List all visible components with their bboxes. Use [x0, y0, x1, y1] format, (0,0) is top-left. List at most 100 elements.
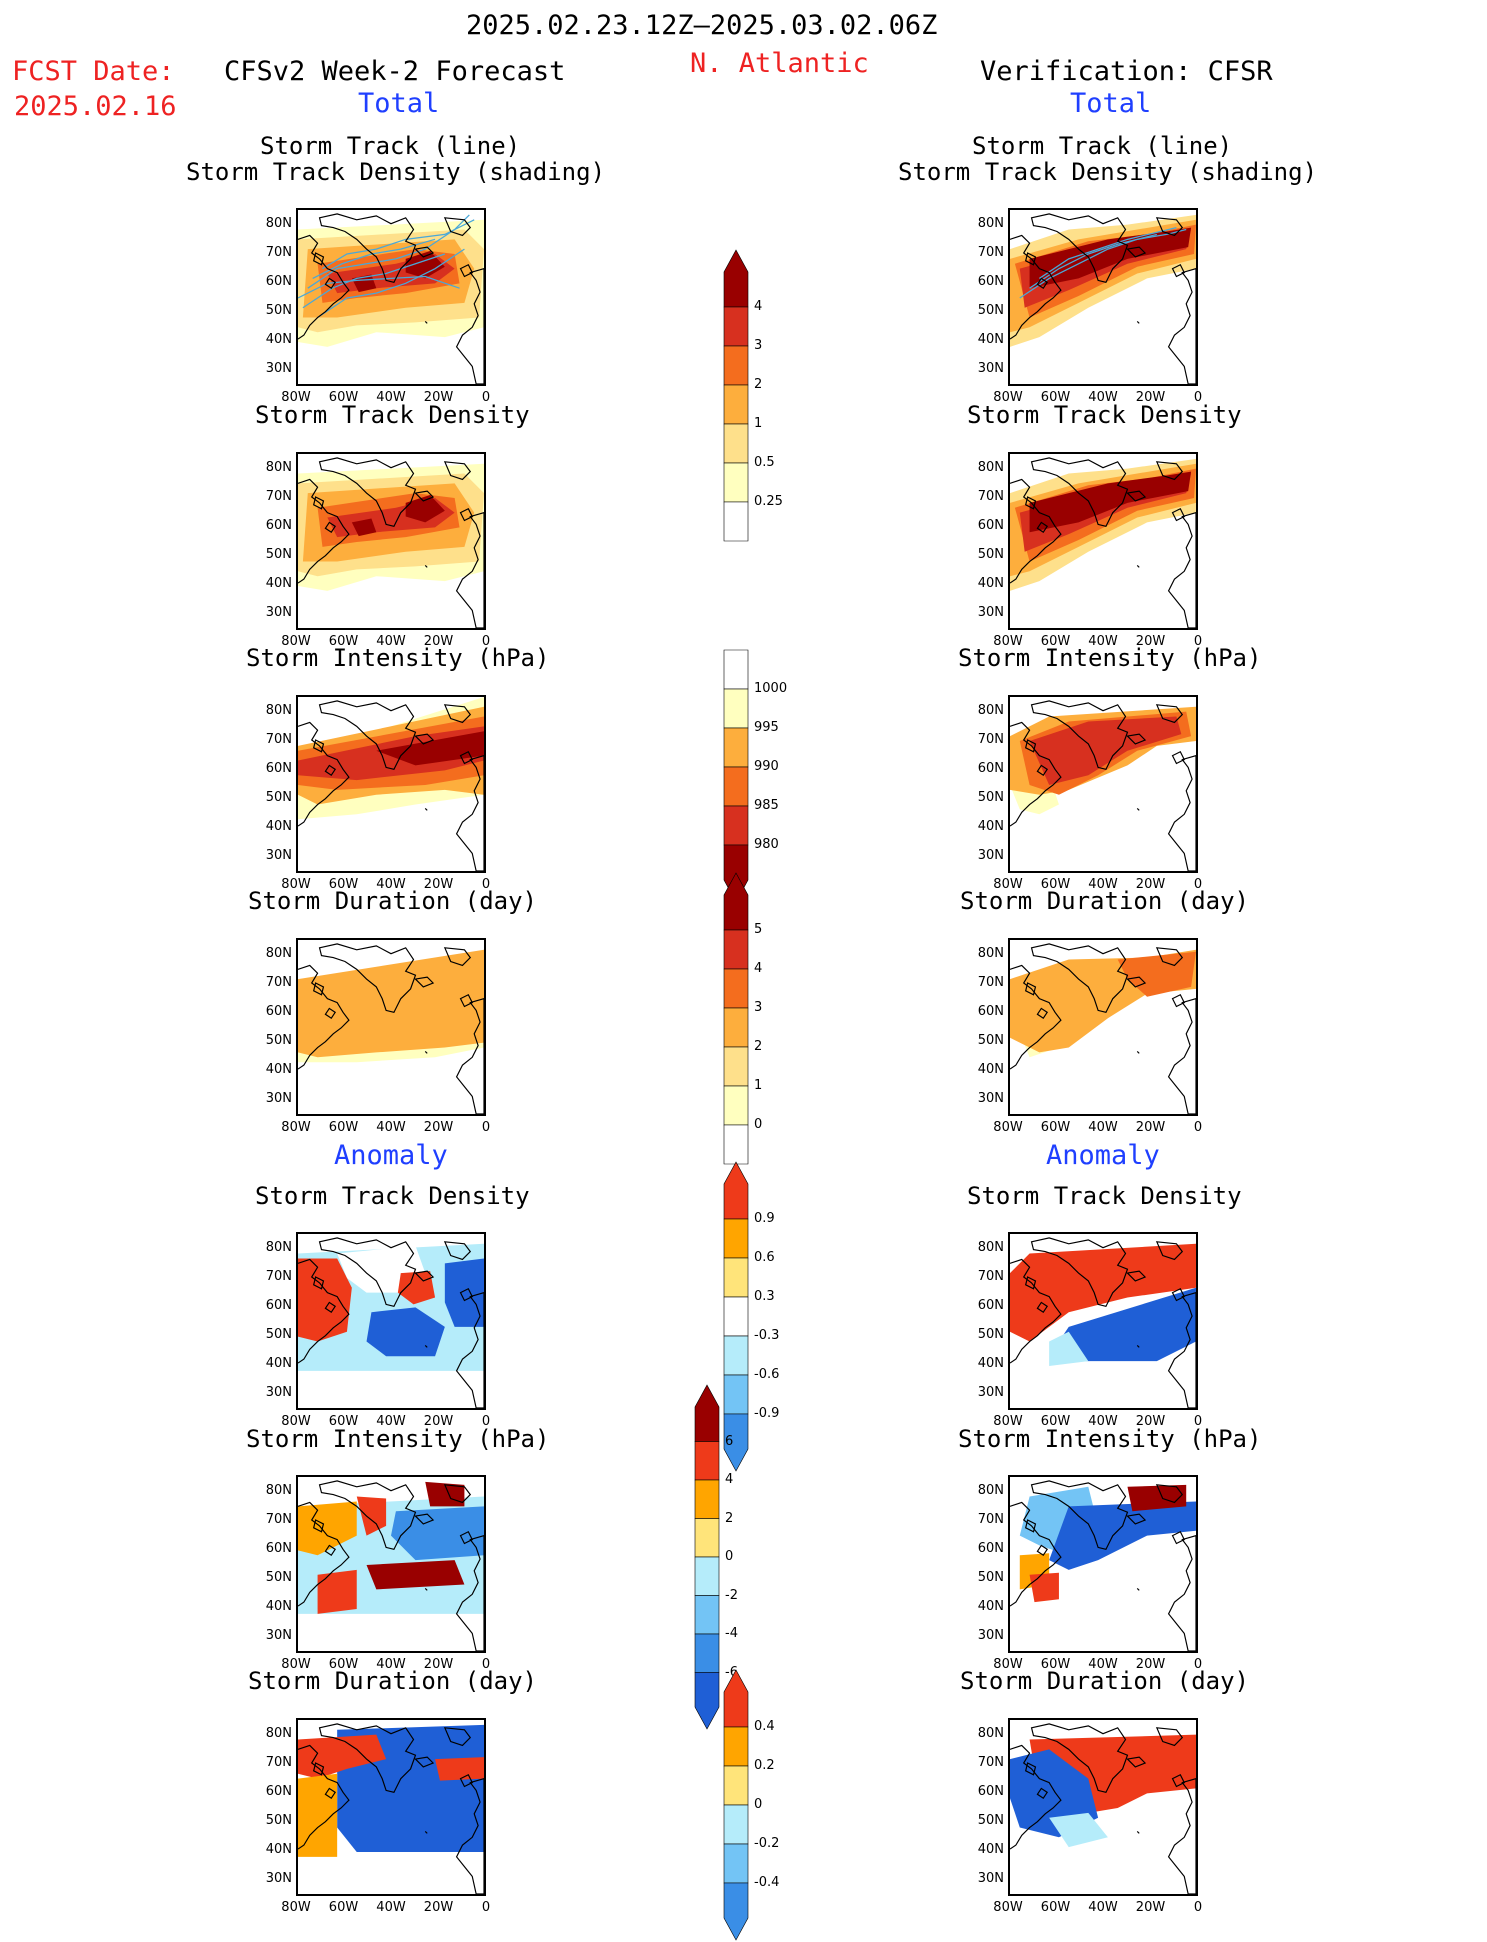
lat-tick-label: 70N — [265, 1512, 292, 1527]
lat-tick-label: 30N — [265, 1628, 292, 1643]
colorbar-density-anom — [723, 1161, 749, 1472]
lon-tick-label: 0 — [481, 877, 491, 892]
lon-tick-label: 80W — [993, 1414, 1023, 1429]
colorbar-tick-label: 2 — [725, 1510, 734, 1526]
colorbar-tick-label: 985 — [754, 798, 779, 813]
lon-tick-label: 20W — [423, 1657, 454, 1672]
colorbar-tick-label: -0.4 — [754, 1875, 780, 1890]
colorbar-tick-label: 0.25 — [754, 494, 783, 509]
lon-tick-label: 80W — [281, 634, 311, 649]
lon-tick-label: 60W — [328, 877, 359, 892]
colorbar-duration — [723, 872, 749, 1165]
verification-title: Verification: CFSR — [980, 56, 1273, 87]
lon-tick-label: 80W — [281, 1414, 311, 1429]
colorbar-tick-label: -0.9 — [754, 1406, 780, 1421]
anomaly-label-right: Anomaly — [1046, 1140, 1160, 1171]
total-label-left: Total — [358, 88, 440, 119]
colorbar-tick-label: 0.9 — [754, 1211, 775, 1226]
lon-tick-label: 80W — [281, 1120, 311, 1135]
lat-tick-label: 40N — [977, 819, 1004, 834]
lat-tick-label: 50N — [977, 1813, 1004, 1828]
map-density-anom-right — [1008, 1232, 1198, 1410]
lat-tick-label: 30N — [977, 848, 1004, 863]
lon-tick-label: 80W — [993, 1120, 1023, 1135]
lon-tick-label: 0 — [1193, 877, 1203, 892]
lon-tick-label: 40W — [1088, 1414, 1118, 1429]
map-intensity-left — [296, 695, 486, 873]
lon-tick-label: 80W — [281, 1900, 311, 1915]
lon-tick-label: 60W — [1040, 1414, 1071, 1429]
lat-tick-label: 60N — [977, 518, 1004, 533]
lat-tick-label: 70N — [265, 245, 292, 260]
colorbar-tick-label: -0.6 — [754, 1367, 780, 1382]
lon-tick-label: 40W — [376, 390, 406, 405]
lon-tick-label: 20W — [1135, 1120, 1166, 1135]
lat-tick-label: 70N — [265, 975, 292, 990]
lat-tick-label: 50N — [977, 303, 1004, 318]
lon-tick-label: 0 — [1193, 1414, 1203, 1429]
lon-tick-label: 0 — [1193, 1900, 1203, 1915]
lon-tick-label: 40W — [376, 634, 406, 649]
lat-tick-label: 50N — [977, 1570, 1004, 1585]
colorbar-tick-label: 0.3 — [754, 1289, 775, 1304]
colorbar-tick-label: 4 — [754, 961, 763, 976]
lat-tick-label: 40N — [265, 1356, 292, 1371]
lon-tick-label: 60W — [328, 390, 359, 405]
lat-tick-label: 80N — [265, 703, 292, 718]
map-intensity-right — [1008, 695, 1198, 873]
lat-tick-label: 40N — [977, 332, 1004, 347]
forecast-title: CFSv2 Week-2 Forecast — [224, 56, 566, 87]
title-duration-anom-right: Storm Duration (day) — [960, 1667, 1249, 1695]
lon-tick-label: 60W — [328, 1414, 359, 1429]
lon-tick-label: 60W — [1040, 877, 1071, 892]
title-duration-right: Storm Duration (day) — [960, 887, 1249, 915]
lat-tick-label: 30N — [265, 1385, 292, 1400]
region-title: N. Atlantic — [690, 48, 869, 79]
map-duration-anom-left — [296, 1718, 486, 1896]
lat-tick-label: 80N — [977, 946, 1004, 961]
lat-tick-label: 80N — [265, 1726, 292, 1741]
lat-tick-label: 40N — [265, 1062, 292, 1077]
title-density-anom-right: Storm Track Density — [967, 1182, 1242, 1210]
lon-tick-label: 60W — [1040, 634, 1071, 649]
lat-tick-label: 50N — [977, 790, 1004, 805]
lon-tick-label: 40W — [1088, 390, 1118, 405]
lat-tick-label: 60N — [977, 1004, 1004, 1019]
lat-tick-label: 30N — [977, 361, 1004, 376]
colorbar-tick-label: 6 — [725, 1433, 734, 1449]
lon-tick-label: 40W — [1088, 1900, 1118, 1915]
title-intensity-left: Storm Intensity (hPa) — [246, 644, 550, 672]
colorbar-duration-anom — [723, 1669, 749, 1941]
lon-tick-label: 60W — [328, 1657, 359, 1672]
lat-tick-label: 80N — [265, 460, 292, 475]
title-track-shading-right: Storm Track Density (shading) — [898, 158, 1318, 186]
title-intensity-right: Storm Intensity (hPa) — [958, 644, 1262, 672]
lat-tick-label: 70N — [265, 732, 292, 747]
map-track-line-right — [1008, 208, 1198, 386]
lon-tick-label: 20W — [1135, 1900, 1166, 1915]
lat-tick-label: 60N — [977, 1541, 1004, 1556]
lat-tick-label: 50N — [977, 1033, 1004, 1048]
lat-tick-label: 40N — [977, 1599, 1004, 1614]
colorbar-tick-label: 2 — [754, 1039, 763, 1054]
colorbar-tick-label: 4 — [754, 299, 763, 314]
lat-tick-label: 60N — [977, 274, 1004, 289]
colorbar-tick-label: -0.3 — [754, 1328, 780, 1343]
lon-tick-label: 0 — [481, 634, 491, 649]
lat-tick-label: 80N — [977, 1483, 1004, 1498]
map-intensity-anom-left — [296, 1475, 486, 1653]
colorbar-tick-label: 3 — [754, 1000, 763, 1015]
lat-tick-label: 50N — [265, 790, 292, 805]
map-density-anom-left — [296, 1232, 486, 1410]
lat-tick-label: 60N — [265, 761, 292, 776]
lon-tick-label: 40W — [1088, 634, 1118, 649]
lon-tick-label: 60W — [328, 1900, 359, 1915]
lat-tick-label: 60N — [977, 761, 1004, 776]
lat-tick-label: 50N — [265, 1813, 292, 1828]
colorbar-tick-label: 1 — [754, 1078, 763, 1093]
lon-tick-label: 60W — [1040, 1657, 1071, 1672]
lat-tick-label: 70N — [977, 1755, 1004, 1770]
lat-tick-label: 30N — [265, 848, 292, 863]
lon-tick-label: 0 — [1193, 390, 1203, 405]
colorbar-tick-label: 5 — [754, 922, 763, 937]
